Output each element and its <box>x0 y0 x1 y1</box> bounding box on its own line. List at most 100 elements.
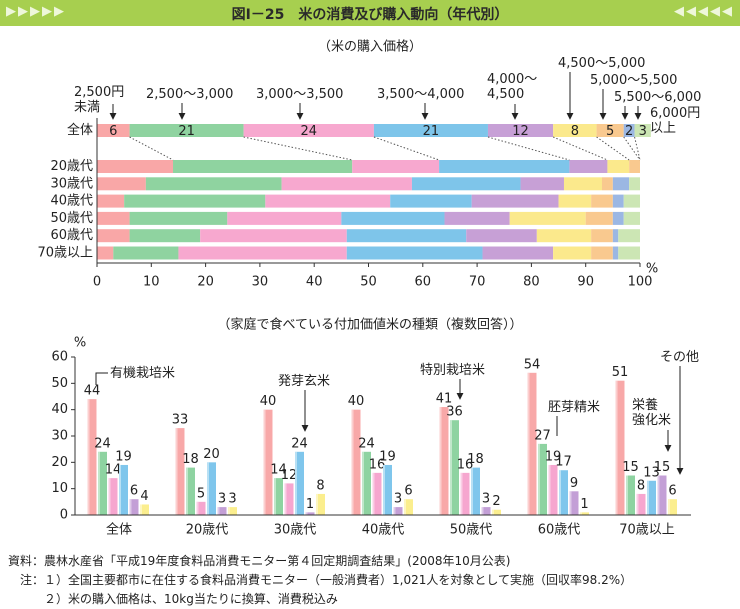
bar-highlight <box>404 499 406 515</box>
y-tick-label: 60 <box>51 350 68 365</box>
bar-highlight <box>316 493 318 515</box>
y-tick-label: 0 <box>60 508 68 523</box>
value-label: 19 <box>545 449 562 464</box>
bar-segment <box>439 160 570 173</box>
bar-segment <box>629 177 640 191</box>
value-label: 6 <box>109 124 117 139</box>
bar-segment <box>509 211 586 225</box>
bar-segment <box>569 160 608 173</box>
y-tick-label: 30 <box>51 429 68 444</box>
chart-subtitle: （米の購入価格） <box>318 39 422 55</box>
bar <box>274 478 283 515</box>
bar-segment <box>178 246 347 260</box>
bar-highlight <box>196 501 199 515</box>
legend-label: 5,000～5,500 <box>590 73 678 88</box>
header-title: 図Ⅰ－25 米の消費及び購入動向（年代別） <box>231 7 509 23</box>
bar-segment <box>341 211 445 225</box>
value-label: 18 <box>182 452 199 467</box>
bar <box>626 475 635 515</box>
bar <box>527 372 537 515</box>
bar-segment <box>346 246 483 260</box>
value-label: 41 <box>436 392 453 407</box>
connector <box>243 136 353 161</box>
value-label: 8 <box>571 124 579 139</box>
bar-segment <box>373 124 488 137</box>
bar-segment <box>352 160 440 173</box>
value-label: 3 <box>218 492 226 507</box>
value-label: 40 <box>348 394 365 409</box>
connector <box>129 136 174 161</box>
x-tick-label: 30 <box>252 275 269 290</box>
bar <box>647 480 656 515</box>
bar-highlight <box>108 478 111 515</box>
value-label: 2 <box>625 124 633 139</box>
bar-segment <box>591 246 613 260</box>
value-label: 14 <box>105 463 122 478</box>
bar-segment <box>243 124 374 137</box>
y-tick-label: 10 <box>51 481 68 496</box>
note-source: 資料：農林水産省「平成19年度食料品消費モニター第４回定期調査結果」(2008年… <box>8 554 511 568</box>
legend-label: 3,500～4,000 <box>377 87 465 102</box>
bar-highlight <box>450 420 452 515</box>
value-label: 6 <box>404 484 412 499</box>
bar <box>119 464 128 515</box>
value-label: 12 <box>512 124 529 139</box>
bar-segment <box>97 246 114 260</box>
category-label: 40歳代 <box>50 194 93 209</box>
bar-segment <box>200 229 347 243</box>
bar-segment <box>124 194 266 208</box>
x-tick-label: 90 <box>577 275 594 290</box>
value-label: 3 <box>228 492 236 507</box>
value-label: 6 <box>130 484 138 499</box>
bar-segment <box>536 229 592 243</box>
bar <box>492 509 501 515</box>
bar-highlight <box>538 443 540 515</box>
legend-label: 4,000～ 4,500 <box>487 72 538 102</box>
leader-line <box>95 372 108 385</box>
value-label: 2 <box>492 494 500 509</box>
value-label: 17 <box>555 455 572 470</box>
bar-segment <box>97 124 130 137</box>
x-tick-label: 50 <box>360 275 377 290</box>
category-label: 全体 <box>67 122 93 138</box>
category-label: 50歳代 <box>50 211 93 226</box>
value-label: 21 <box>423 124 440 139</box>
x-tick-label: 10 <box>143 275 160 290</box>
bar-segment <box>553 124 597 137</box>
legend-label: 特別栽培米 <box>420 363 486 378</box>
x-tick-label: 20 <box>197 275 214 290</box>
bar-highlight <box>98 451 100 515</box>
bar-segment <box>591 229 613 243</box>
bar-segment <box>411 177 521 191</box>
bar-highlight <box>351 409 354 515</box>
bar <box>207 462 216 515</box>
bar <box>228 507 237 515</box>
value-label: 27 <box>534 428 551 443</box>
x-tick-label: 20歳代 <box>186 523 229 538</box>
legend-label: 3,000～3,500 <box>256 87 344 102</box>
value-label: 44 <box>84 384 101 399</box>
legend-label: 6,000円 以上 <box>650 106 701 136</box>
bar-highlight <box>626 475 628 515</box>
bar <box>217 507 227 515</box>
bar <box>481 507 491 515</box>
bar-segment <box>634 124 651 137</box>
value-label: 5 <box>606 124 614 139</box>
value-label: 9 <box>570 476 578 491</box>
bar-highlight <box>580 512 582 515</box>
x-tick-label: 50歳代 <box>450 523 493 538</box>
x-tick-label: 60歳代 <box>538 523 581 538</box>
bar <box>580 512 589 515</box>
bar-highlight <box>87 399 90 515</box>
value-label: 4 <box>140 489 148 504</box>
bar <box>372 472 382 515</box>
bar <box>383 464 392 515</box>
value-label: 20 <box>203 447 220 462</box>
value-label: 24 <box>94 436 111 451</box>
x-tick-label: 40歳代 <box>362 523 405 538</box>
bar-highlight <box>207 462 209 515</box>
bar <box>284 483 294 515</box>
bar-segment <box>623 211 640 225</box>
y-tick-label: 40 <box>51 402 68 417</box>
